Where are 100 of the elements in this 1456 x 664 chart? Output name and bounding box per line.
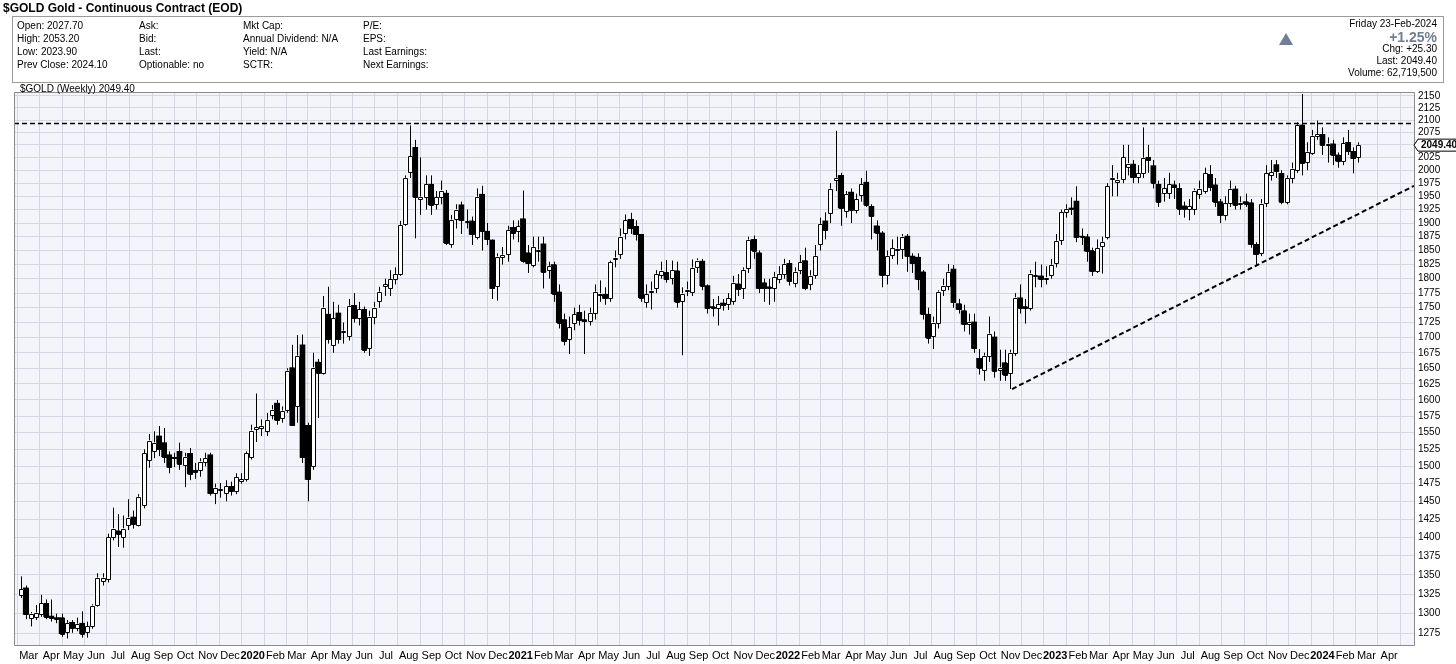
x-tick-label: Feb	[1335, 648, 1355, 661]
y-tick-label: 1375	[1418, 549, 1441, 561]
y-tick-label: 1775	[1418, 286, 1441, 298]
x-tick-label: Sep	[1223, 648, 1243, 661]
x-tick-label: Aug	[1200, 648, 1221, 661]
x-tick-label: Jul	[110, 648, 126, 661]
text: 2049.40	[1421, 139, 1456, 151]
text: Last:	[139, 46, 161, 57]
text: Optionable: no	[139, 59, 205, 70]
y-tick-label: 1600	[1418, 393, 1441, 405]
x-tick-label: Mar	[1088, 648, 1109, 661]
y-tick-label: 1950	[1418, 190, 1441, 202]
x-tick-label: Jun	[87, 648, 105, 661]
x-tick-label: Jul	[378, 648, 393, 661]
x-tick-label: Jun	[622, 648, 641, 661]
x-tick-label: May	[598, 648, 620, 661]
text: SCTR:	[243, 59, 273, 70]
y-tick-label: 1975	[1418, 176, 1441, 188]
y-tick-label: 2100	[1418, 113, 1441, 125]
x-tick-label: Feb	[1068, 648, 1088, 661]
x-tick-label: Feb	[533, 648, 553, 661]
x-tick-label: Mar	[1356, 648, 1377, 661]
x-tick-label: Sep	[421, 648, 442, 661]
x-tick-label: Aug	[666, 648, 686, 661]
x-tick-label: Sep	[956, 648, 976, 661]
y-tick-label: 1800	[1418, 272, 1441, 284]
y-tick-label: 1350	[1418, 568, 1441, 580]
x-tick-label: Aug	[398, 648, 419, 661]
x-tick-label: Mar	[554, 648, 574, 661]
y-tick-label: 2075	[1418, 126, 1441, 138]
x-tick-label: Nov	[466, 648, 487, 661]
x-tick-label: Jun	[1156, 648, 1175, 661]
x-tick-label: Apr	[845, 648, 863, 661]
y-tick-label: 1425	[1418, 512, 1441, 524]
x-tick-label: Jul	[913, 648, 928, 661]
text: P/E:	[363, 20, 382, 31]
x-tick-label: Sep	[153, 648, 174, 661]
x-tick-label: Nov	[1268, 648, 1289, 661]
text: Last: 2049.40	[1376, 55, 1437, 66]
x-tick-label: Oct	[712, 648, 730, 661]
text: Prev Close: 2024.10	[17, 59, 108, 70]
y-tick-label: 1475	[1418, 477, 1441, 489]
x-tick-label: Dec	[1289, 648, 1311, 661]
x-tick-label: Oct	[1246, 648, 1264, 661]
text: Chg: +25.30	[1382, 43, 1437, 54]
y-tick-label: 1575	[1418, 409, 1441, 421]
x-tick-label: May	[865, 648, 887, 661]
y-tick-label: 1675	[1418, 346, 1441, 358]
x-tick-label: Oct	[444, 648, 462, 661]
x-tick-label: Apr	[310, 648, 329, 661]
x-tick-label: Oct	[979, 648, 997, 661]
x-tick-label: Jun	[889, 648, 908, 661]
y-tick-label: 1400	[1418, 531, 1441, 543]
text: Friday 23-Feb-2024	[1349, 18, 1437, 29]
y-tick-label: 1525	[1418, 443, 1441, 455]
y-tick-label: 1900	[1418, 216, 1441, 228]
x-tick-label: Apr	[1380, 648, 1398, 661]
y-tick-label: 1700	[1418, 331, 1441, 343]
x-tick-label: Feb	[265, 648, 285, 661]
x-tick-label: Dec	[488, 648, 509, 661]
x-tick-label: Dec	[220, 648, 241, 661]
text: Open: 2027.70	[17, 20, 84, 31]
y-tick-label: 1750	[1418, 301, 1441, 313]
x-tick-label: Nov	[198, 648, 219, 661]
text: Ask:	[139, 20, 159, 31]
x-tick-label: Mar	[821, 648, 841, 661]
text: Yield: N/A	[243, 46, 288, 57]
x-tick-label: May	[1132, 648, 1154, 661]
y-tick-label: 1500	[1418, 460, 1441, 472]
text: Volume: 62,719,500	[1348, 67, 1437, 78]
y-tick-label: 1725	[1418, 316, 1441, 328]
x-tick-label: Jul	[646, 648, 661, 661]
x-tick-label: Nov	[733, 648, 754, 661]
annotation: $GOLD (Weekly) 2049.40	[20, 83, 135, 94]
y-tick-label: 1550	[1418, 426, 1441, 438]
x-tick-label: Jun	[355, 648, 373, 661]
x-tick-label: 2024	[1310, 648, 1336, 661]
x-tick-label: May	[62, 648, 85, 661]
text: +1.25%	[1389, 29, 1437, 45]
y-tick-label: 1825	[1418, 258, 1441, 270]
text: Mkt Cap:	[243, 20, 284, 31]
y-tick-label: 1625	[1418, 377, 1441, 389]
x-tick-label: Apr	[1112, 648, 1131, 661]
y-tick-label: 2025	[1418, 151, 1441, 163]
x-tick-label: 2021	[508, 648, 533, 661]
x-tick-label: Aug	[130, 648, 151, 661]
text: Annual Dividend: N/A	[243, 33, 339, 44]
text: Bid:	[139, 33, 157, 44]
y-tick-label: 1875	[1418, 230, 1441, 242]
x-tick-label: Feb	[801, 648, 821, 661]
y-tick-label: 1325	[1418, 587, 1441, 599]
x-tick-label: Mar	[287, 648, 307, 661]
y-tick-label: 1925	[1418, 203, 1441, 215]
y-tick-label: 1650	[1418, 362, 1441, 374]
x-tick-label: May	[330, 648, 353, 661]
y-tick-label: 2150	[1418, 89, 1441, 101]
x-tick-label: Mar	[19, 648, 39, 661]
x-tick-label: 2022	[775, 648, 801, 661]
x-tick-label: Dec	[755, 648, 776, 661]
x-tick-label: Aug	[933, 648, 953, 661]
